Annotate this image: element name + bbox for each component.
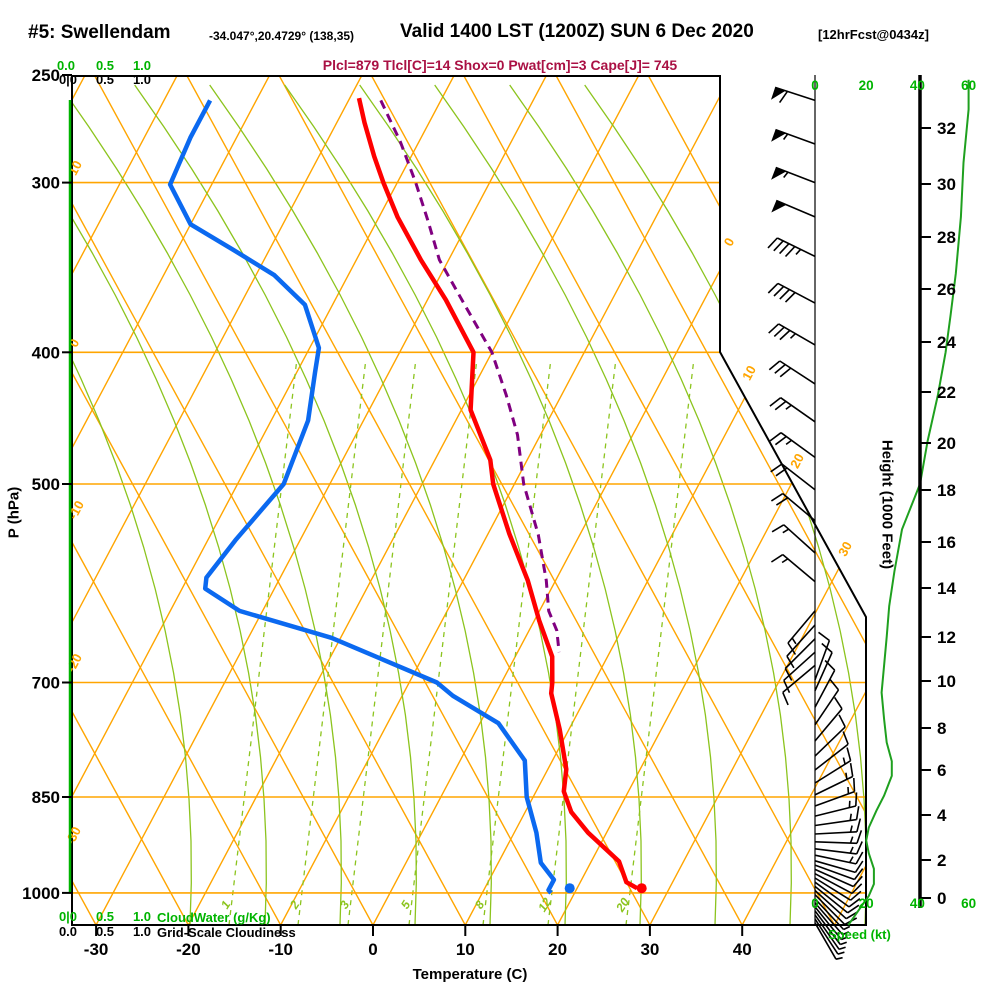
svg-text:32: 32	[937, 119, 956, 138]
svg-text:40: 40	[910, 896, 925, 911]
valid-time-title: Valid 1400 LST (1200Z) SUN 6 Dec 2020	[400, 21, 754, 42]
speed-axis-label: Speed (kt)	[828, 927, 891, 942]
sounding-parameters: Plcl=879 Tlcl[C]=14 Shox=0 Pwat[cm]=3 Ca…	[322, 57, 678, 73]
svg-text:28: 28	[937, 228, 956, 247]
parcel-curve	[379, 99, 561, 653]
svg-text:0.5: 0.5	[96, 909, 114, 924]
svg-text:3: 3	[337, 898, 353, 911]
svg-text:0: 0	[937, 889, 946, 908]
svg-text:700: 700	[32, 673, 60, 692]
height-axis-label: Height (1000 Feet)	[878, 439, 896, 570]
svg-text:0.5: 0.5	[96, 924, 114, 939]
svg-text:850: 850	[32, 788, 60, 807]
svg-text:1000: 1000	[22, 884, 60, 903]
svg-text:0.0: 0.0	[57, 58, 75, 73]
svg-text:60: 60	[961, 78, 976, 93]
svg-text:0.5: 0.5	[96, 72, 114, 87]
svg-text:12: 12	[535, 895, 554, 914]
svg-text:1.0: 1.0	[133, 58, 151, 73]
svg-text:20: 20	[787, 451, 807, 471]
svg-text:10: 10	[65, 158, 85, 178]
wind-speed-profile	[847, 79, 970, 926]
svg-text:250: 250	[32, 66, 60, 85]
grid-layer	[72, 76, 866, 925]
pressure-gridlines	[72, 181, 866, 894]
svg-text:-10: -10	[268, 940, 293, 959]
temperature-curve	[356, 97, 640, 891]
grid-dry-adiabats	[72, 76, 866, 925]
svg-text:14: 14	[937, 579, 956, 598]
surface-dewpoint-dot	[564, 883, 575, 894]
svg-text:0.0: 0.0	[59, 924, 77, 939]
svg-text:60: 60	[961, 896, 976, 911]
svg-text:16: 16	[937, 533, 956, 552]
svg-text:30: 30	[937, 175, 956, 194]
svg-text:0: 0	[811, 896, 819, 911]
svg-text:1.0: 1.0	[133, 909, 151, 924]
svg-text:12: 12	[937, 628, 956, 647]
svg-text:0: 0	[368, 940, 377, 959]
svg-text:500: 500	[32, 475, 60, 494]
svg-text:0: 0	[66, 336, 83, 349]
svg-text:8: 8	[937, 719, 946, 738]
svg-text:18: 18	[937, 481, 956, 500]
temperature-axis-label: Temperature (C)	[412, 966, 528, 983]
svg-text:20: 20	[859, 896, 874, 911]
svg-text:22: 22	[937, 383, 956, 402]
pressure-axis: 250 300 400 500 700 850 1000	[22, 66, 72, 903]
cloudiness-scale-label: Grid-Scale Cloudiness	[157, 925, 296, 940]
svg-text:-10: -10	[65, 498, 87, 522]
svg-text:10: 10	[937, 672, 956, 691]
svg-text:20: 20	[548, 940, 567, 959]
cloudwater-scales: 0.0 0.5 1.0 0|0 0.5 1.0 0|0 0.5 1.0 0.0 0.5 1.0	[57, 58, 151, 939]
svg-text:400: 400	[32, 343, 60, 362]
station-title: #5: Swellendam	[28, 22, 171, 43]
plot-border	[71, 75, 867, 926]
mixing-ratio-labels: 1 2 3 5 8 12 20	[218, 895, 632, 915]
svg-text:1.0: 1.0	[133, 72, 151, 87]
svg-text:30: 30	[835, 539, 855, 559]
svg-text:20: 20	[937, 434, 956, 453]
svg-text:0: 0	[811, 78, 819, 93]
wind-barbs	[767, 86, 864, 960]
svg-text:30: 30	[640, 940, 659, 959]
svg-text:26: 26	[937, 280, 956, 299]
svg-text:-20: -20	[63, 651, 85, 675]
svg-text:0|0: 0|0	[59, 72, 77, 87]
grid-mixing-ratio	[228, 359, 695, 925]
svg-text:6: 6	[937, 761, 946, 780]
svg-text:2: 2	[937, 851, 946, 870]
station-coordinates: -34.047°,20.4729° (138,35)	[209, 29, 355, 43]
svg-text:20: 20	[859, 78, 874, 93]
dewpoint-curve	[167, 99, 557, 895]
svg-text:4: 4	[937, 806, 947, 825]
svg-text:20: 20	[613, 895, 633, 915]
temperature-axis: -30 -20 -10 0 10 20 30 40	[84, 925, 752, 959]
forecast-tag: [12hrFcst@0434z]	[818, 27, 929, 42]
svg-text:0.5: 0.5	[96, 58, 114, 73]
pressure-axis-label: P (hPa)	[5, 486, 23, 539]
svg-text:10: 10	[456, 940, 475, 959]
svg-text:24: 24	[937, 333, 956, 352]
svg-text:40: 40	[733, 940, 752, 959]
svg-text:-30: -30	[84, 940, 109, 959]
svg-text:40: 40	[910, 78, 925, 93]
svg-text:-20: -20	[176, 940, 201, 959]
svg-text:1.0: 1.0	[133, 924, 151, 939]
svg-text:-30: -30	[62, 824, 84, 848]
grid-moist-adiabats	[72, 84, 866, 925]
svg-text:10: 10	[739, 363, 759, 383]
svg-text:0: 0	[721, 235, 738, 248]
svg-text:5: 5	[398, 898, 414, 911]
surface-temperature-dot	[636, 883, 647, 894]
svg-text:300: 300	[32, 174, 60, 193]
svg-text:0|0: 0|0	[59, 909, 77, 924]
cloudwater-scale-label: CloudWater (g/Kg)	[157, 910, 271, 925]
